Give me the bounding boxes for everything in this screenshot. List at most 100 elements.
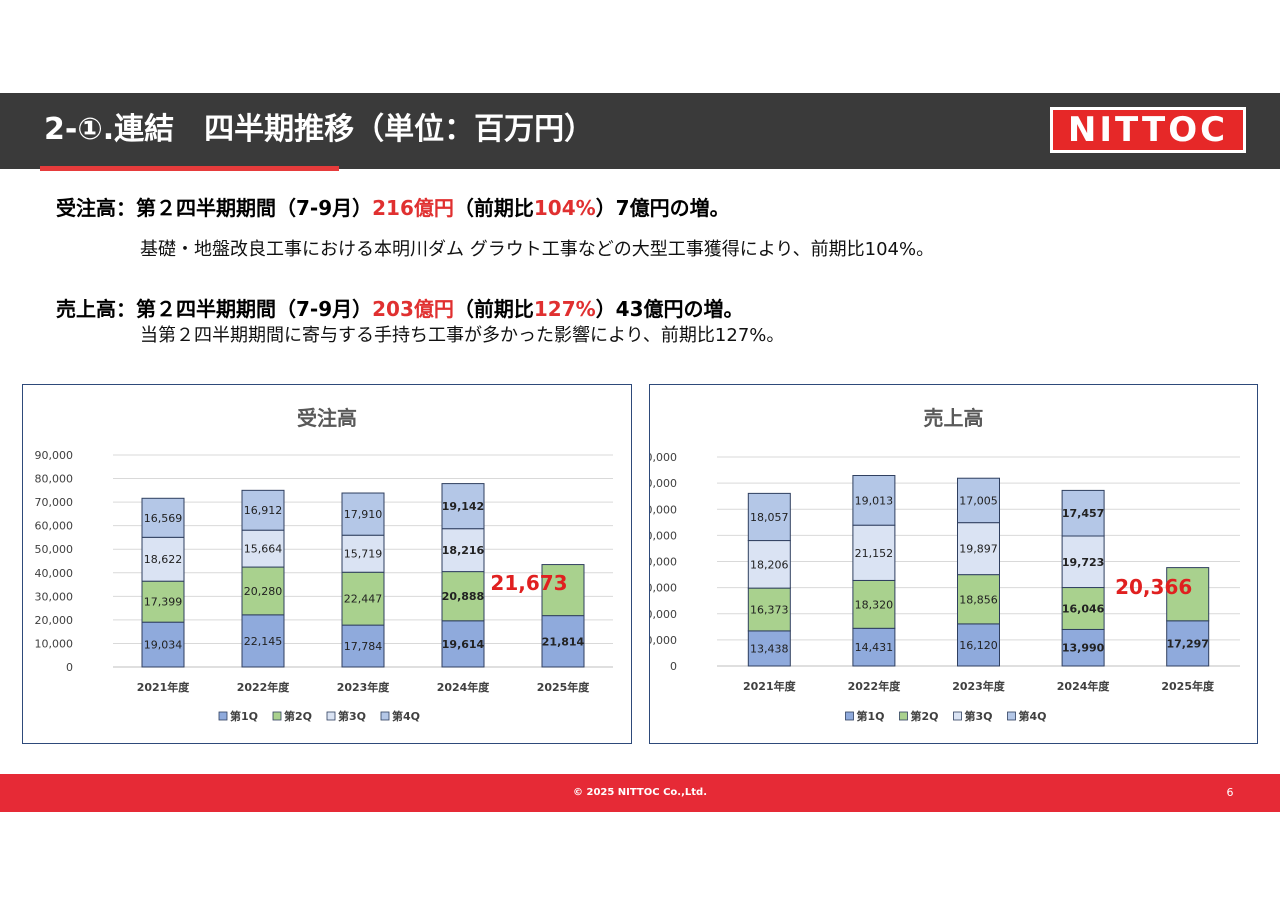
data-label: 18,057 — [750, 511, 789, 524]
x-tick-label: 2025年度 — [1161, 679, 1215, 693]
y-tick-label: 60,000 — [650, 503, 677, 516]
bar-第4Q-2024年度 — [441, 483, 485, 530]
legend-label: 第3Q — [338, 709, 366, 723]
orders-detail: 基礎・地盤改良工事における本明川ダム グラウト工事などの大型工事獲得により、前期… — [140, 239, 935, 260]
data-label: 22,447 — [344, 593, 383, 606]
data-label: 18,206 — [750, 558, 789, 571]
orders-chart-panel: 受注高 0 10,000 20,000 30,000 40,000 50,000 60,000… — [22, 384, 632, 744]
y-tick-label: 10,000 — [650, 634, 677, 647]
page-number: 6 — [1226, 786, 1234, 799]
bar-第1Q-2022年度 — [852, 627, 896, 667]
bar-第1Q-2024年度 — [1061, 628, 1105, 667]
legend-swatch — [326, 711, 336, 721]
x-tick-label: 2025年度 — [537, 680, 591, 694]
legend-label: 第4Q — [392, 709, 420, 723]
bar-第1Q-2025年度 — [1166, 620, 1210, 667]
data-label: 17,005 — [959, 494, 998, 507]
bar-第2Q-2025年度 — [1166, 567, 1210, 622]
sales-summary-prefix: 売上高：第２四半期期間（7-9月） — [56, 297, 373, 321]
bar-第1Q-2023年度 — [341, 624, 385, 668]
bar-第3Q-2021年度 — [747, 540, 791, 589]
bar-第2Q-2023年度 — [341, 571, 385, 626]
x-tick-label: 2021年度 — [137, 680, 191, 694]
y-tick-label: 30,000 — [650, 582, 677, 595]
legend-swatch — [953, 711, 962, 721]
bar-第2Q-2021年度 — [747, 587, 791, 632]
page-title: 2-①.連結 四半期推移（単位：百万円） — [44, 112, 595, 147]
orders-amount: 216億円 — [372, 196, 454, 220]
bar-第1Q-2024年度 — [441, 620, 485, 668]
y-tick-label: 40,000 — [650, 556, 677, 569]
bar-第4Q-2023年度 — [957, 477, 1000, 524]
orders-summary: 受注高：第２四半期期間（7-9月）216億円（前期比104%）7億円の増。 — [56, 193, 730, 223]
highlight-annotation: 21,673 — [490, 571, 567, 595]
legend-label: 第2Q — [284, 709, 312, 723]
data-label: 22,145 — [244, 635, 283, 648]
data-label: 16,120 — [959, 639, 998, 652]
data-label: 14,431 — [855, 641, 894, 654]
data-label: 13,990 — [1062, 642, 1105, 655]
sales-chart-panel: 売上高 0 10,000 20,000 30,000 40,000 50,000 60,000… — [649, 384, 1258, 744]
y-tick-label: 50,000 — [35, 543, 74, 556]
y-tick-label: 20,000 — [650, 608, 677, 621]
data-label: 19,723 — [1062, 556, 1104, 569]
bar-第3Q-2024年度 — [441, 528, 485, 573]
orders-ratio: 104% — [533, 196, 596, 220]
chart-title: 売上高 — [924, 406, 984, 430]
y-tick-label: 0 — [670, 660, 677, 673]
data-label: 18,216 — [442, 544, 485, 557]
data-label: 20,280 — [244, 585, 283, 598]
title-underline — [40, 166, 339, 171]
legend-swatch — [218, 711, 228, 721]
y-tick-label: 70,000 — [35, 496, 74, 509]
orders-summary-mid1: （前期比 — [453, 196, 534, 220]
bar-第3Q-2021年度 — [141, 536, 185, 582]
y-tick-label: 30,000 — [35, 590, 74, 603]
data-label: 20,888 — [442, 590, 484, 603]
nittoc-logo: NITTOC — [1050, 107, 1246, 153]
bar-第2Q-2024年度 — [1061, 587, 1105, 630]
bar-第3Q-2022年度 — [852, 524, 896, 581]
data-label: 19,614 — [442, 638, 485, 651]
legend-swatch — [272, 711, 282, 721]
x-tick-label: 2023年度 — [337, 680, 391, 694]
sales-detail: 当第２四半期期間に寄与する手持ち工事が多かった影響により、前期比127%。 — [140, 325, 785, 346]
bar-第4Q-2023年度 — [341, 492, 385, 536]
bar-第3Q-2022年度 — [241, 529, 285, 568]
bar-第1Q-2022年度 — [241, 614, 285, 668]
data-label: 17,297 — [1166, 637, 1208, 650]
y-tick-label: 80,000 — [35, 473, 74, 486]
data-label: 13,438 — [750, 642, 789, 655]
data-label: 16,373 — [750, 604, 789, 617]
legend-swatch — [899, 711, 908, 721]
data-label: 19,034 — [144, 639, 183, 652]
bar-第4Q-2024年度 — [1061, 489, 1105, 537]
legend-swatch — [1007, 711, 1016, 721]
data-label: 16,569 — [144, 512, 183, 525]
sales-summary-mid1: （前期比 — [453, 297, 534, 321]
legend-label: 第3Q — [965, 709, 993, 723]
legend-swatch — [845, 711, 854, 721]
highlight-annotation: 20,366 — [1115, 575, 1192, 599]
orders-chart: 受注高 0 10,000 20,000 30,000 40,000 50,000 60,000… — [35, 406, 613, 723]
data-label: 21,152 — [855, 547, 894, 560]
bar-第2Q-2025年度 — [541, 564, 585, 617]
bar-第2Q-2024年度 — [441, 571, 485, 622]
x-tick-label: 2024年度 — [437, 680, 491, 694]
sales-chart: 売上高 0 10,000 20,000 30,000 40,000 50,000 60,000… — [650, 406, 1240, 723]
x-tick-label: 2021年度 — [743, 679, 797, 693]
sales-amount: 203億円 — [372, 297, 454, 321]
data-label: 17,399 — [144, 596, 183, 609]
y-tick-label: 60,000 — [35, 520, 74, 533]
data-label: 19,897 — [959, 543, 998, 556]
legend-label: 第2Q — [911, 709, 939, 723]
data-label: 18,856 — [959, 593, 998, 606]
data-label: 17,457 — [1062, 507, 1104, 520]
data-label: 19,013 — [855, 494, 894, 507]
data-label: 21,814 — [542, 635, 585, 648]
data-label: 15,664 — [244, 543, 283, 556]
data-label: 18,320 — [855, 598, 894, 611]
footer-bar — [0, 774, 1280, 812]
x-tick-label: 2024年度 — [1057, 679, 1111, 693]
legend-label: 第4Q — [1019, 709, 1047, 723]
